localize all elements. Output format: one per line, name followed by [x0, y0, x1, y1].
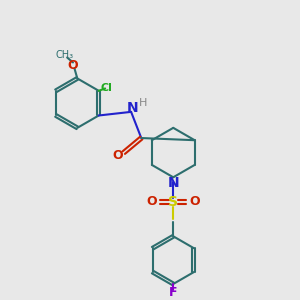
Text: N: N: [167, 176, 179, 190]
Text: O: O: [190, 196, 200, 208]
Text: Cl: Cl: [100, 83, 112, 93]
Text: F: F: [169, 286, 178, 298]
Text: CH₃: CH₃: [55, 50, 73, 60]
Text: O: O: [68, 59, 78, 72]
Text: H: H: [139, 98, 148, 108]
Text: O: O: [146, 196, 157, 208]
Text: O: O: [112, 149, 123, 162]
Text: N: N: [127, 100, 138, 115]
Text: S: S: [168, 195, 178, 209]
